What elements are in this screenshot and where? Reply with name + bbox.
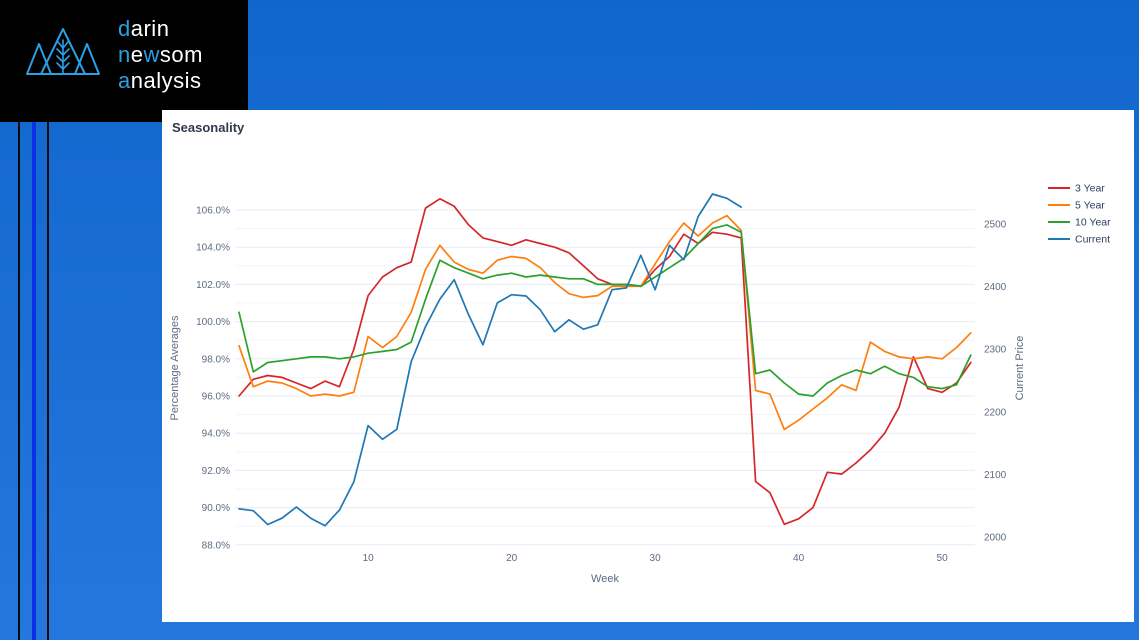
left-axis-title: Percentage Averages	[169, 315, 181, 420]
right-axis-tick-label: 2400	[984, 282, 1007, 293]
series-line-current[interactable]	[238, 193, 743, 527]
chart-title: Seasonality	[172, 120, 245, 135]
legend-label: 5 Year	[1075, 200, 1105, 212]
left-axis-tick-label: 100.0%	[196, 317, 230, 328]
left-axis-tick-label: 88.0%	[202, 540, 230, 551]
left-axis-tick-label: 94.0%	[202, 429, 230, 440]
logo-line-3: analysis	[118, 68, 203, 94]
decorative-stripe-blue	[32, 122, 36, 640]
left-axis-tick-label: 96.0%	[202, 392, 230, 403]
seasonality-chart[interactable]: 106.0% 104.0% 102.0% 100.0% 98.0% 96.0% 94.0% 9…	[162, 110, 1134, 622]
decorative-stripe-black-1	[18, 122, 20, 640]
right-axis-tick-label: 2300	[984, 345, 1007, 356]
left-axis-tick-label: 92.0%	[202, 466, 230, 477]
right-axis-title: Current Price	[1014, 336, 1026, 401]
x-axis-title: Week	[591, 573, 619, 585]
logo: darin newsom analysis	[0, 0, 248, 122]
right-axis-tick-label: 2200	[984, 407, 1007, 418]
legend-item-5-year[interactable]: 5 Year	[1048, 200, 1105, 212]
right-axis-tick-label: 2000	[984, 533, 1007, 544]
x-axis-tick-label: 40	[793, 553, 805, 564]
legend-label: 10 Year	[1075, 217, 1111, 229]
mountains-wheat-icon	[26, 28, 100, 75]
legend-label: 3 Year	[1075, 183, 1105, 195]
series-line-5-year[interactable]	[238, 214, 972, 431]
logo-accent-letter: a	[118, 68, 131, 93]
left-axis-tick-label: 90.0%	[202, 503, 230, 514]
chart-panel: Seasonality 106.0% 104.0% 102.0% 100.0% 98.0…	[162, 110, 1134, 622]
logo-accent-letter: n	[118, 42, 131, 67]
legend-label: Current	[1075, 234, 1110, 246]
logo-letter: e	[130, 42, 144, 67]
logo-letter: nalysis	[130, 68, 202, 93]
legend-item-10-year[interactable]: 10 Year	[1048, 217, 1111, 229]
left-axis-tick-label: 102.0%	[196, 280, 230, 291]
left-axis-tick-label: 98.0%	[202, 354, 230, 365]
logo-line-1: darin	[118, 16, 203, 42]
logo-line-2: newsom	[118, 42, 203, 68]
legend-item-current[interactable]: Current	[1048, 234, 1110, 246]
series-line-10-year[interactable]	[238, 224, 972, 397]
legend-item-3-year[interactable]: 3 Year	[1048, 183, 1105, 195]
x-axis-tick-label: 10	[363, 553, 375, 564]
logo-accent-letter: w	[143, 42, 160, 67]
x-axis-tick-label: 20	[506, 553, 518, 564]
series-line-3-year[interactable]	[238, 197, 972, 526]
logo-text: darin newsom analysis	[118, 16, 203, 94]
decorative-stripe-black-2	[47, 122, 49, 640]
logo-letter: arin	[130, 16, 170, 41]
x-axis-tick-label: 50	[937, 553, 949, 564]
logo-letter: som	[159, 42, 203, 67]
left-axis-tick-label: 106.0%	[196, 206, 230, 217]
logo-accent-letter: d	[118, 16, 131, 41]
right-axis-tick-label: 2100	[984, 470, 1007, 481]
x-axis-tick-label: 30	[650, 553, 662, 564]
right-axis-tick-label: 2500	[984, 220, 1007, 231]
wheat-stalk	[56, 39, 70, 75]
left-axis-tick-label: 104.0%	[196, 243, 230, 254]
